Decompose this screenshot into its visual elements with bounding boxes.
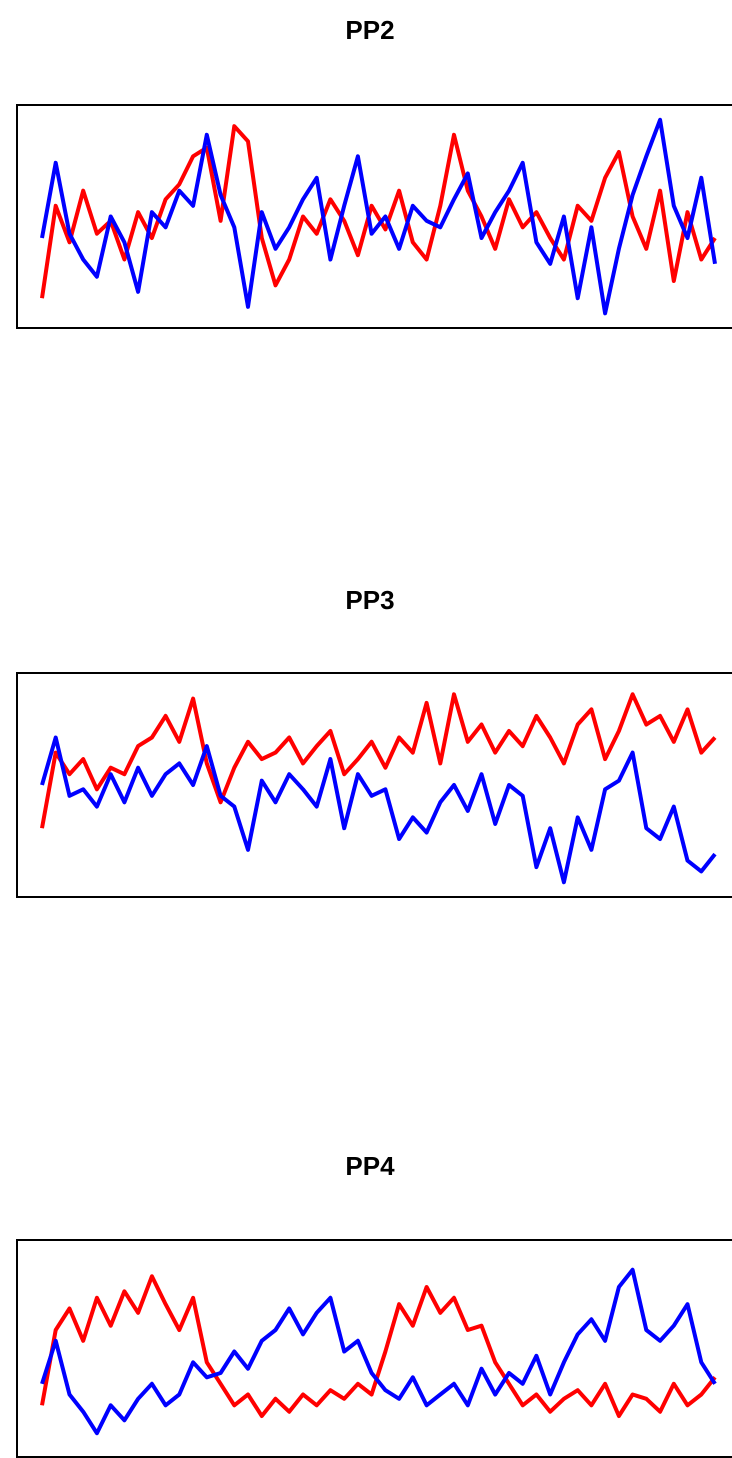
data-line bbox=[40, 117, 717, 316]
plot-frame bbox=[16, 104, 732, 329]
chart-title: PP4 bbox=[345, 1151, 395, 1181]
chart-title: PP2 bbox=[345, 15, 394, 45]
data-line bbox=[40, 692, 717, 829]
data-line bbox=[40, 1267, 717, 1436]
plot-frame bbox=[16, 1239, 732, 1458]
data-line bbox=[40, 735, 717, 885]
data-line bbox=[40, 1274, 717, 1418]
data-line bbox=[40, 124, 717, 299]
chart-title: PP3 bbox=[345, 585, 394, 615]
plot-frame bbox=[16, 672, 732, 898]
